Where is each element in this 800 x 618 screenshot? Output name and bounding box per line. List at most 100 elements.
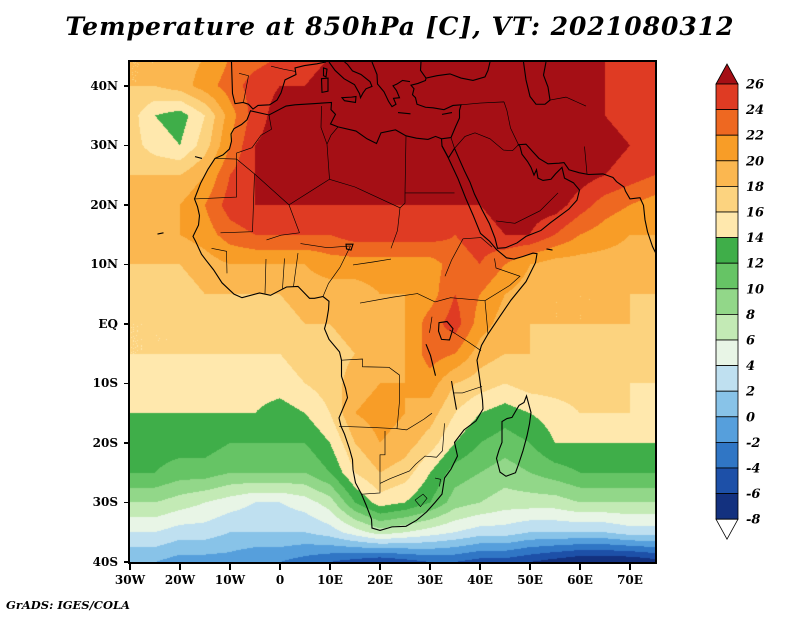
- colorbar-segment: [715, 186, 739, 213]
- lon-tick-mark: [129, 564, 131, 570]
- lon-tick-mark: [529, 564, 531, 570]
- colorbar-label: 4: [746, 359, 755, 374]
- colorbar-label: 16: [746, 206, 764, 221]
- borders-central-east-africa: [342, 238, 521, 429]
- lat-tick-label: 20N: [90, 197, 118, 212]
- lat-tick-mark: [124, 382, 130, 385]
- lon-tick-label: 70E: [617, 573, 643, 587]
- lon-tick-label: 10E: [317, 573, 343, 587]
- lon-axis: 30W 20W 10W 0 10E 20E 30E 40E 50E 60E 70E: [115, 564, 655, 592]
- colorbar-segment: [715, 109, 739, 136]
- colorbar-segment: [715, 288, 739, 315]
- colorbar-label: 2: [745, 385, 755, 400]
- lat-tick-label: 40N: [90, 78, 118, 93]
- coastline-greece: [158, 62, 553, 250]
- lon-tick-label: 10W: [214, 573, 246, 587]
- colorbar-label: 24: [745, 103, 764, 118]
- lat-tick-label: 40S: [92, 555, 118, 569]
- colorbar-segment: [715, 83, 739, 111]
- lat-axis: 40N 30N 20N 10N EQ 10S 20S 30S 40S: [66, 62, 130, 569]
- colorbar-label: -4: [746, 462, 760, 477]
- lon-tick-mark: [229, 564, 231, 570]
- colorbar-arrow-top: [715, 63, 739, 85]
- colorbar-label: 18: [746, 180, 764, 195]
- colorbar-label: 0: [746, 410, 755, 425]
- lon-tick-mark: [629, 564, 631, 570]
- colorbar-segment: [715, 339, 739, 367]
- colorbar-label: 8: [746, 308, 755, 323]
- lat-tick-label: 10N: [90, 257, 118, 272]
- coastlines: [158, 62, 656, 530]
- coastline-italy: [322, 62, 373, 102]
- colorbar-segment: [715, 390, 739, 418]
- lakes: [346, 244, 457, 409]
- colorbar-segment: [715, 365, 739, 392]
- lat-tick-mark: [124, 561, 130, 563]
- lon-tick-label: 0: [275, 573, 285, 587]
- colorbar-label: 10: [746, 282, 764, 297]
- colorbar-arrow-bottom: [715, 518, 739, 541]
- lat-tick-mark: [124, 501, 130, 504]
- colorbar-segment: [715, 416, 739, 443]
- borders-north-africa: [195, 106, 455, 248]
- lon-tick-label: 40E: [467, 573, 493, 587]
- lon-tick-mark: [179, 564, 181, 570]
- borders-southern-africa: [339, 413, 445, 506]
- colorbar-label: -2: [746, 436, 760, 451]
- colorbar-segment: [715, 262, 739, 290]
- lat-tick-label: 30S: [92, 495, 118, 510]
- lon-tick-mark: [429, 564, 431, 570]
- colorbar-segment: [715, 313, 739, 341]
- footer-credit: GrADS: IGES/COLA: [6, 598, 130, 612]
- colorbar-label: 22: [745, 129, 764, 144]
- lon-tick-mark: [279, 564, 281, 570]
- colorbar-segment: [715, 493, 739, 520]
- colorbar-label: 6: [746, 334, 755, 349]
- lon-tick-label: 50E: [517, 573, 543, 587]
- coastline-levant-turkey: [411, 62, 490, 139]
- lat-tick-mark: [124, 85, 130, 87]
- coastline-arabia-iran-india: [455, 144, 656, 254]
- lon-tick-mark: [329, 564, 331, 570]
- lat-tick-mark: [124, 323, 130, 325]
- lon-tick-label: 20W: [164, 573, 196, 587]
- coastline-iberia-france: [232, 62, 327, 109]
- coastline-madagascar: [497, 396, 532, 476]
- coastline-sinai: [442, 146, 455, 158]
- colorbar-label: -6: [746, 487, 760, 502]
- lat-tick-label: EQ: [98, 316, 118, 331]
- colorbar-segment: [715, 441, 739, 469]
- lat-tick-mark: [124, 442, 130, 444]
- country-borders: [195, 66, 588, 506]
- lon-tick-label: 30W: [114, 573, 146, 587]
- colorbar-segment: [715, 467, 739, 495]
- lon-tick-label: 30E: [417, 573, 443, 587]
- lon-tick-mark: [479, 564, 481, 570]
- lat-tick-label: 10S: [92, 376, 118, 391]
- colorbar-label: -8: [746, 513, 760, 528]
- colorbar-label: 14: [746, 231, 764, 246]
- plot-area: [128, 60, 657, 564]
- lat-tick-mark: [124, 204, 130, 206]
- lon-tick-mark: [379, 564, 381, 570]
- lat-tick-mark: [124, 263, 130, 266]
- borders-west-africa: [212, 246, 392, 297]
- colorbar-segment: [715, 211, 739, 239]
- colorbar-label: 26: [745, 78, 764, 93]
- colorbar-segment: [715, 237, 739, 264]
- coastline-africa: [193, 102, 537, 530]
- lat-tick-label: 20S: [92, 435, 118, 450]
- coastline-caspian: [524, 62, 551, 104]
- lon-tick-mark: [579, 564, 581, 570]
- colorbar-label: 20: [745, 154, 764, 169]
- plot-title: Temperature at 850hPa [C], VT: 202108031…: [65, 12, 735, 41]
- colorbar-label: 12: [746, 257, 764, 272]
- lon-tick-label: 20E: [367, 573, 393, 587]
- map-overlay: [130, 62, 655, 562]
- colorbar-segment: [715, 160, 739, 187]
- temperature-field-canvas: [130, 62, 655, 562]
- lat-tick-label: 30N: [90, 138, 118, 153]
- colorbar-segment: [715, 134, 739, 162]
